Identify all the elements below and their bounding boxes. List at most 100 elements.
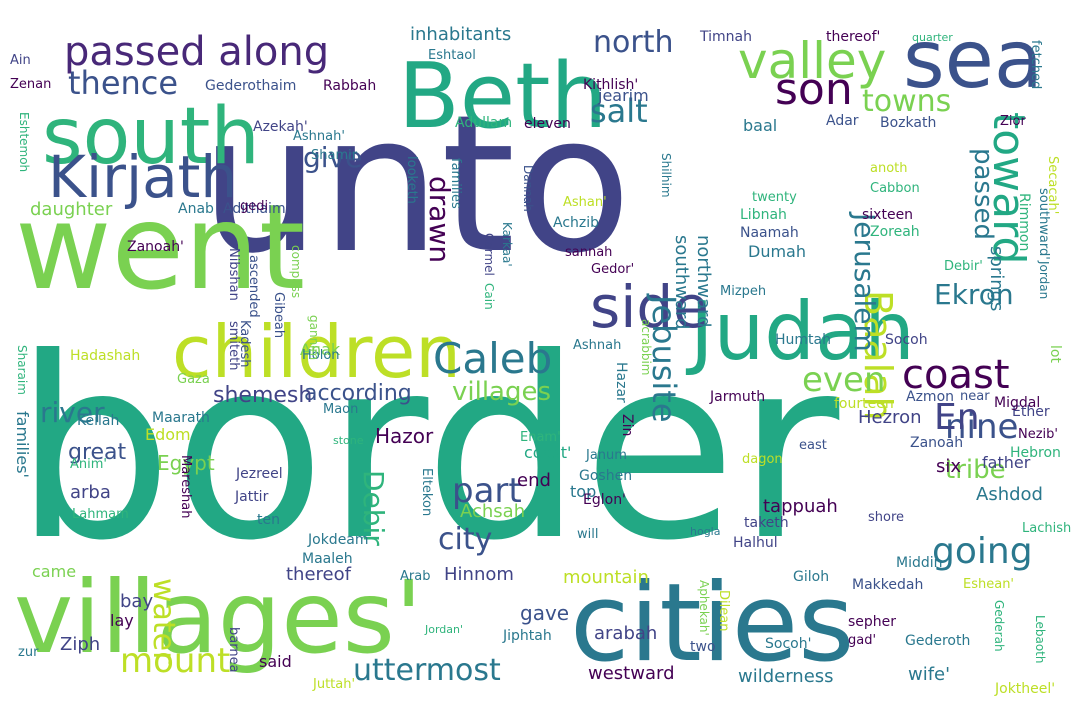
word: Halhul [733, 535, 778, 551]
word: Eshtemoh [17, 112, 31, 173]
word: Holon [302, 348, 340, 363]
word: Hebron [1010, 445, 1061, 461]
word: Jiphtah [503, 628, 552, 644]
word: En [934, 397, 980, 438]
word: passed along [64, 29, 330, 75]
word: Middin [896, 555, 943, 571]
word: Eshtaol [428, 48, 476, 63]
word: tribe [945, 455, 1006, 485]
word: Gederoth [905, 633, 971, 649]
word: Anak [300, 340, 341, 359]
word: towns [862, 84, 952, 119]
word: Cabbon [870, 181, 920, 196]
word: Ashan' [563, 195, 607, 210]
word: coast [902, 352, 1010, 398]
word: lot [1047, 345, 1063, 363]
word: Hazar [613, 362, 629, 403]
word: sea [903, 13, 1043, 106]
word: Jezreel [236, 466, 283, 482]
word: Anim' [70, 457, 107, 472]
word: passed [968, 148, 998, 241]
word: Achzib [553, 215, 600, 231]
word: Rimmon [1016, 193, 1032, 252]
word: Zoreah [870, 224, 920, 240]
word: Azmon [906, 389, 955, 405]
word: six [936, 456, 962, 477]
word: Hazor [375, 424, 434, 448]
word: south [42, 92, 260, 182]
word: Ain [10, 53, 31, 68]
word: Maon [323, 402, 359, 417]
word: Keilah [77, 413, 120, 429]
word: bay [120, 591, 154, 612]
word: Migdal [994, 395, 1041, 411]
word: Judah [690, 285, 915, 378]
word: zur [18, 645, 39, 660]
word: Ether [1012, 404, 1050, 420]
word: great [68, 440, 127, 465]
word: fetched [1028, 40, 1043, 90]
word: hogla [690, 525, 721, 538]
word: going [932, 531, 1033, 572]
word: arabah [594, 623, 658, 644]
word: Makkedah [852, 577, 924, 593]
word: father [982, 453, 1031, 472]
word: sannah [565, 245, 613, 260]
word: eleven [524, 116, 571, 132]
word: Zin [619, 414, 635, 437]
word: daughter [30, 199, 113, 220]
word: Goshen [579, 468, 633, 484]
word: Zanoah' [127, 239, 184, 255]
word: Arab [400, 569, 431, 584]
word: Ashnah' [293, 129, 345, 144]
word: gave [520, 601, 570, 625]
word: Jordan [1037, 261, 1051, 300]
word: Hezron [858, 407, 922, 428]
word: Giloh [793, 569, 830, 585]
word: Hadashah [70, 348, 141, 364]
word: Caleb [433, 334, 553, 383]
word: valley [738, 32, 887, 90]
word: Ashnah [573, 338, 622, 353]
word: villages [452, 377, 552, 407]
word: sepher [848, 614, 897, 630]
word: shemesh [213, 383, 313, 408]
word: end [517, 470, 551, 491]
word: two [690, 639, 716, 655]
word: Achsah [460, 501, 526, 522]
word: wilderness [738, 666, 834, 687]
word: Beth [398, 44, 608, 149]
word: came [32, 562, 77, 581]
word: shore [868, 510, 905, 525]
word: Ashdod [976, 484, 1043, 505]
word: gedi [240, 199, 269, 214]
word: Ziph [60, 634, 101, 655]
word: quarter [912, 31, 953, 44]
word: will [577, 527, 599, 542]
word: Cain [482, 283, 496, 310]
word: Azekah' [253, 119, 308, 135]
word: arba [70, 482, 111, 503]
word: southward' [1036, 188, 1051, 260]
word: river [40, 396, 105, 429]
word: Gederah [992, 600, 1006, 652]
word: east [799, 438, 827, 453]
word: gad' [848, 633, 877, 648]
word: Socoh [885, 332, 928, 348]
word: Timnah [700, 29, 752, 45]
word: Gederothaim [205, 78, 297, 94]
word: wife' [908, 664, 951, 685]
word: thereof' [826, 29, 881, 45]
word: Lahmam [72, 507, 129, 522]
word: fourteen [834, 396, 894, 412]
word: Carmel [482, 233, 496, 276]
word: uttermost [353, 653, 501, 688]
word: smiteth [226, 321, 241, 371]
word: thence [68, 64, 179, 102]
word: city [438, 522, 493, 557]
word: near [960, 389, 990, 404]
word: Libnah [740, 207, 787, 223]
word: families' [13, 411, 32, 478]
word: dagon [742, 452, 783, 467]
word: mount [120, 641, 231, 681]
